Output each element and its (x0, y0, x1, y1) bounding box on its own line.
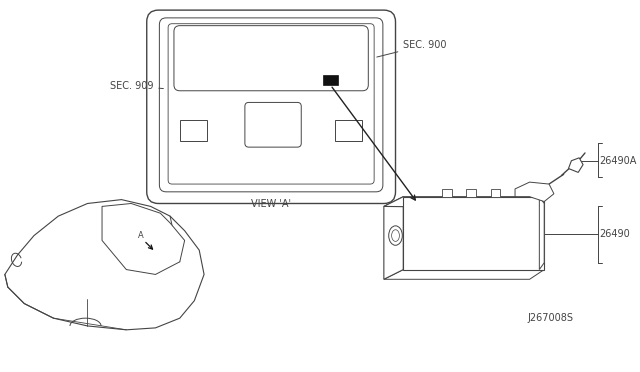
Ellipse shape (392, 230, 399, 241)
FancyBboxPatch shape (245, 102, 301, 147)
Polygon shape (384, 197, 544, 208)
Text: 26490: 26490 (600, 229, 630, 238)
Polygon shape (384, 197, 403, 279)
Bar (335, 120, 362, 141)
Text: 26490A: 26490A (600, 156, 637, 166)
Polygon shape (467, 189, 476, 197)
FancyBboxPatch shape (159, 18, 383, 192)
Text: VIEW 'A': VIEW 'A' (251, 199, 291, 209)
Polygon shape (442, 189, 452, 197)
Polygon shape (384, 270, 544, 279)
Polygon shape (491, 189, 500, 197)
Text: SEC. 909: SEC. 909 (110, 81, 163, 91)
Polygon shape (5, 200, 204, 330)
Polygon shape (568, 158, 583, 172)
FancyBboxPatch shape (174, 26, 368, 91)
FancyBboxPatch shape (168, 24, 374, 184)
Bar (323, 75, 338, 85)
Ellipse shape (388, 226, 403, 245)
FancyBboxPatch shape (147, 10, 396, 203)
Text: J267008S: J267008S (527, 313, 573, 323)
Text: A: A (138, 231, 144, 240)
Polygon shape (515, 182, 554, 202)
Text: SEC. 900: SEC. 900 (377, 40, 447, 57)
Polygon shape (540, 197, 544, 270)
Polygon shape (102, 203, 184, 275)
Bar (180, 120, 207, 141)
Polygon shape (403, 197, 544, 270)
